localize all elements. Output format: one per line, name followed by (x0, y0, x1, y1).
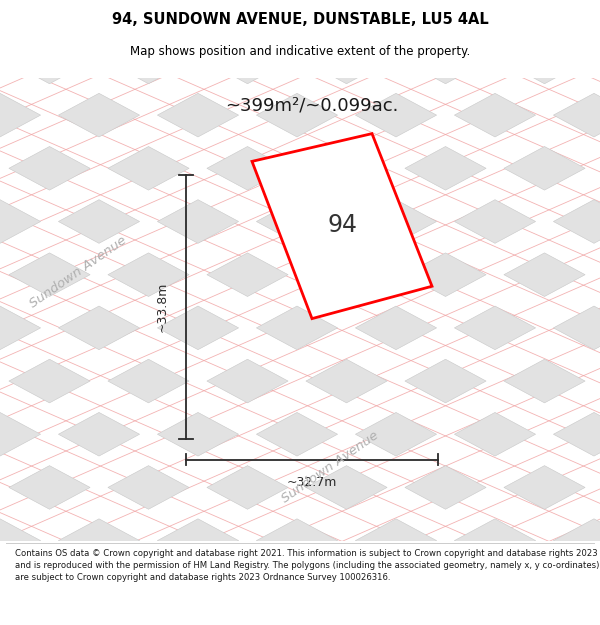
Polygon shape (405, 359, 486, 403)
Polygon shape (553, 306, 600, 349)
Polygon shape (504, 146, 585, 190)
Polygon shape (306, 253, 387, 296)
Polygon shape (207, 40, 288, 84)
Polygon shape (58, 93, 140, 137)
Polygon shape (252, 134, 432, 319)
Text: Sundown Avenue: Sundown Avenue (27, 234, 129, 311)
Polygon shape (207, 466, 288, 509)
Polygon shape (355, 93, 437, 137)
Polygon shape (256, 519, 338, 562)
Polygon shape (108, 40, 189, 84)
Polygon shape (306, 572, 387, 616)
Polygon shape (355, 519, 437, 562)
Polygon shape (355, 200, 437, 243)
Text: Map shows position and indicative extent of the property.: Map shows position and indicative extent… (130, 46, 470, 58)
Polygon shape (306, 146, 387, 190)
Text: ~33.8m: ~33.8m (155, 282, 169, 332)
Polygon shape (504, 466, 585, 509)
Polygon shape (0, 306, 41, 349)
Polygon shape (256, 0, 338, 31)
Polygon shape (256, 93, 338, 137)
Polygon shape (108, 146, 189, 190)
Polygon shape (405, 40, 486, 84)
Polygon shape (504, 359, 585, 403)
Polygon shape (553, 200, 600, 243)
Polygon shape (454, 412, 536, 456)
Polygon shape (0, 93, 41, 137)
Polygon shape (0, 519, 41, 562)
Polygon shape (108, 572, 189, 616)
Polygon shape (58, 0, 140, 31)
Polygon shape (504, 572, 585, 616)
Polygon shape (157, 93, 239, 137)
Polygon shape (207, 253, 288, 296)
Text: Sundown Avenue: Sundown Avenue (279, 428, 381, 505)
Polygon shape (9, 466, 90, 509)
Polygon shape (355, 306, 437, 349)
Polygon shape (207, 146, 288, 190)
Polygon shape (157, 306, 239, 349)
Polygon shape (504, 40, 585, 84)
Polygon shape (553, 412, 600, 456)
Polygon shape (0, 412, 41, 456)
Polygon shape (9, 146, 90, 190)
Polygon shape (157, 519, 239, 562)
Polygon shape (0, 200, 41, 243)
Polygon shape (405, 146, 486, 190)
Polygon shape (553, 93, 600, 137)
Polygon shape (108, 359, 189, 403)
Polygon shape (454, 519, 536, 562)
Polygon shape (157, 412, 239, 456)
Polygon shape (355, 0, 437, 31)
Polygon shape (256, 412, 338, 456)
Polygon shape (58, 519, 140, 562)
Polygon shape (9, 359, 90, 403)
Text: ~399m²/~0.099ac.: ~399m²/~0.099ac. (226, 97, 398, 115)
Polygon shape (454, 200, 536, 243)
Polygon shape (553, 0, 600, 31)
Polygon shape (454, 306, 536, 349)
Text: Contains OS data © Crown copyright and database right 2021. This information is : Contains OS data © Crown copyright and d… (15, 549, 599, 582)
Polygon shape (9, 40, 90, 84)
Polygon shape (58, 306, 140, 349)
Polygon shape (454, 93, 536, 137)
Polygon shape (58, 200, 140, 243)
Polygon shape (9, 572, 90, 616)
Polygon shape (454, 0, 536, 31)
Polygon shape (157, 0, 239, 31)
Polygon shape (207, 572, 288, 616)
Polygon shape (9, 253, 90, 296)
Polygon shape (405, 466, 486, 509)
Polygon shape (108, 253, 189, 296)
Polygon shape (405, 253, 486, 296)
Polygon shape (58, 412, 140, 456)
Polygon shape (553, 519, 600, 562)
Polygon shape (108, 466, 189, 509)
Polygon shape (157, 200, 239, 243)
Polygon shape (256, 306, 338, 349)
Text: 94: 94 (327, 213, 357, 237)
Text: ~32.7m: ~32.7m (287, 476, 337, 489)
Polygon shape (306, 359, 387, 403)
Polygon shape (306, 40, 387, 84)
Polygon shape (207, 359, 288, 403)
Polygon shape (504, 253, 585, 296)
Polygon shape (256, 200, 338, 243)
Text: 94, SUNDOWN AVENUE, DUNSTABLE, LU5 4AL: 94, SUNDOWN AVENUE, DUNSTABLE, LU5 4AL (112, 12, 488, 27)
Polygon shape (355, 412, 437, 456)
Polygon shape (405, 572, 486, 616)
Polygon shape (0, 0, 41, 31)
Polygon shape (306, 466, 387, 509)
